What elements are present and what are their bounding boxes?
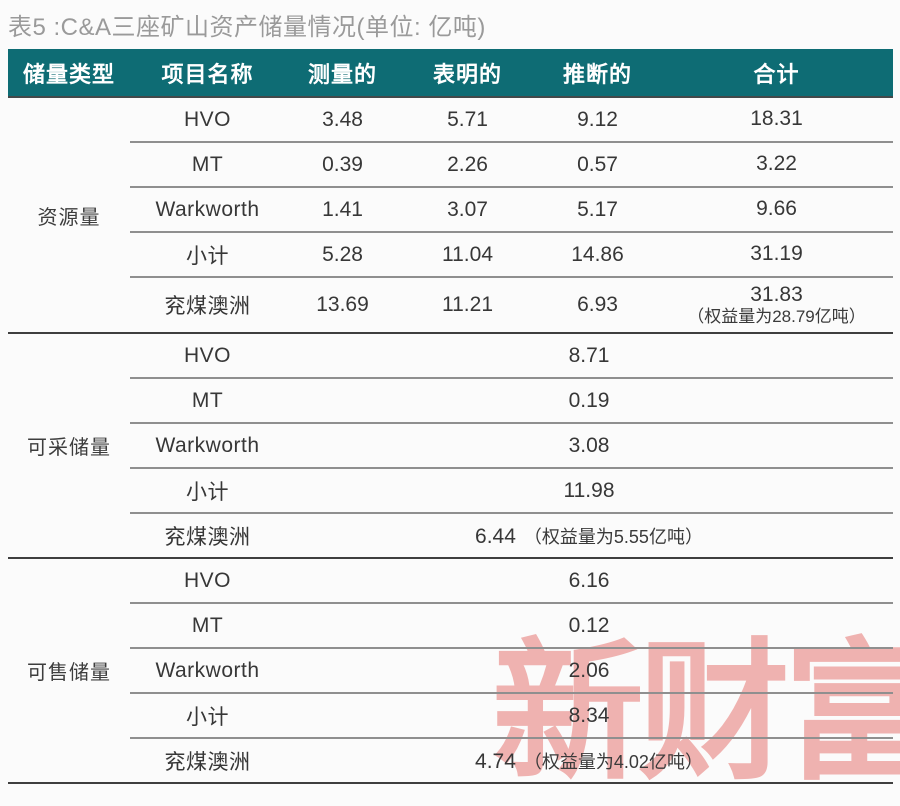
total-value: 18.31 bbox=[750, 107, 803, 131]
table-row: 小计 8.34 bbox=[8, 692, 893, 738]
project-name-cell: 兖煤澳洲 bbox=[130, 276, 285, 333]
table-row: 兖煤澳洲 6.44 （权益量为5.55亿吨） bbox=[8, 512, 893, 558]
table-body: 资源量 HVO 3.48 5.71 9.12 18.31 MT 0.39 2.26 0.57 3.2… bbox=[8, 97, 893, 784]
project-name-cell: Warkworth bbox=[130, 647, 285, 693]
table-row: 可采储量 HVO 8.71 bbox=[8, 332, 893, 558]
table-row: Warkworth 3.08 bbox=[8, 422, 893, 468]
merged-value: 0.19 bbox=[568, 388, 610, 412]
merged-value: 6.44 bbox=[475, 524, 516, 548]
total-value: 31.19 bbox=[750, 242, 803, 266]
cell-measured: 3.48 bbox=[322, 107, 363, 131]
cell-inferred: 14.86 bbox=[535, 231, 660, 277]
page-title: 表5 :C&A三座矿山资产储量情况(单位: 亿吨) bbox=[8, 14, 486, 41]
merged-value-cell: 8.34 bbox=[285, 692, 893, 738]
merged-value: 11.98 bbox=[563, 478, 615, 502]
merged-value-cell: 8.71 bbox=[285, 332, 893, 378]
cell-inferred: 9.12 bbox=[577, 107, 618, 131]
table-row: MT 0.19 bbox=[8, 377, 893, 423]
merged-value-cell: 2.06 bbox=[285, 647, 893, 693]
project-name-cell: 小计 bbox=[130, 467, 285, 513]
table-row: 小计 5.28 11.04 14.86 31.19 bbox=[8, 231, 893, 277]
header-inferred: 推断的 bbox=[535, 49, 660, 98]
project-name-cell: 兖煤澳洲 bbox=[130, 737, 285, 784]
cell-measured: 0.39 bbox=[285, 141, 400, 187]
table-row: Warkworth 2.06 bbox=[8, 647, 893, 693]
cell-indicated: 3.07 bbox=[400, 186, 535, 232]
header-total: 合计 bbox=[660, 49, 893, 98]
cell-measured: 13.69 bbox=[285, 276, 400, 333]
merged-value-cell: 0.12 bbox=[285, 602, 893, 648]
project-name-cell: HVO bbox=[130, 557, 285, 603]
header-indicated: 表明的 bbox=[400, 49, 535, 98]
cell-indicated: 5.71 bbox=[447, 107, 488, 131]
merged-value-cell: 6.16 bbox=[285, 557, 893, 603]
merged-value-cell: 4.74 （权益量为4.02亿吨） bbox=[285, 737, 893, 784]
cell-inferred: 6.93 bbox=[535, 276, 660, 333]
cell-total: 18.31 bbox=[660, 97, 893, 142]
reserve-type-cell: 资源量 bbox=[37, 206, 101, 229]
table-row: 兖煤澳洲 4.74 （权益量为4.02亿吨） bbox=[8, 737, 893, 784]
project-name-cell: 小计 bbox=[130, 231, 285, 277]
cell-measured: 5.28 bbox=[285, 231, 400, 277]
cell-indicated: 2.26 bbox=[400, 141, 535, 187]
merged-value: 6.16 bbox=[568, 568, 610, 592]
reserves-table: 储量类型 项目名称 测量的 表明的 推断的 合计 资源量 HVO 3.48 5.71 9… bbox=[8, 49, 893, 784]
cell-total: 31.19 bbox=[660, 231, 893, 277]
merged-value-cell: 6.44 （权益量为5.55亿吨） bbox=[285, 512, 893, 558]
table-row: 兖煤澳洲 13.69 11.21 6.93 31.83 （权益量为28.79亿吨） bbox=[8, 276, 893, 333]
reserve-type-cell: 可采储量 bbox=[8, 332, 130, 558]
project-name-cell: Warkworth bbox=[130, 422, 285, 468]
cell-indicated: 11.21 bbox=[400, 276, 535, 333]
table-row: 可售储量 HVO 6.16 bbox=[8, 557, 893, 784]
header-reserve-type: 储量类型 bbox=[8, 49, 130, 98]
header-project-name: 项目名称 bbox=[130, 49, 285, 98]
merged-value: 3.08 bbox=[568, 433, 610, 457]
merged-value: 0.12 bbox=[568, 613, 610, 637]
project-name-cell: HVO bbox=[183, 107, 231, 131]
table-row: 小计 11.98 bbox=[8, 467, 893, 513]
reserve-type-cell: 可售储量 bbox=[8, 557, 130, 784]
merged-value: 8.34 bbox=[568, 703, 610, 727]
project-name-cell: MT bbox=[130, 141, 285, 187]
project-name-cell: 小计 bbox=[130, 692, 285, 738]
cell-total: 9.66 bbox=[660, 186, 893, 232]
project-name-cell: MT bbox=[130, 377, 285, 423]
header-measured: 测量的 bbox=[285, 49, 400, 98]
project-name-cell: MT bbox=[130, 602, 285, 648]
merged-value-cell: 0.19 bbox=[285, 377, 893, 423]
project-name-cell: HVO bbox=[130, 332, 285, 378]
cell-inferred: 5.17 bbox=[535, 186, 660, 232]
header-row: 储量类型 项目名称 测量的 表明的 推断的 合计 bbox=[8, 49, 893, 98]
cell-measured: 1.41 bbox=[285, 186, 400, 232]
cell-indicated: 11.04 bbox=[400, 231, 535, 277]
table-row: MT 0.39 2.26 0.57 3.22 bbox=[8, 141, 893, 187]
merged-value: 4.74 bbox=[475, 749, 516, 773]
cell-total: 3.22 bbox=[660, 141, 893, 187]
equity-note: （权益量为5.55亿吨） bbox=[523, 526, 703, 547]
table-row: 资源量 HVO 3.48 5.71 9.12 18.31 bbox=[8, 97, 893, 228]
table-header: 储量类型 项目名称 测量的 表明的 推断的 合计 bbox=[8, 49, 893, 98]
merged-value-cell: 3.08 bbox=[285, 422, 893, 468]
total-value: 31.83 bbox=[750, 283, 803, 307]
table-row: MT 0.12 bbox=[8, 602, 893, 648]
equity-note: （权益量为28.79亿吨） bbox=[687, 307, 866, 327]
total-value: 9.66 bbox=[756, 197, 797, 221]
project-name-cell: Warkworth bbox=[130, 186, 285, 232]
cell-inferred: 0.57 bbox=[535, 141, 660, 187]
table-row: Warkworth 1.41 3.07 5.17 9.66 bbox=[8, 186, 893, 232]
cell-total: 31.83 （权益量为28.79亿吨） bbox=[660, 276, 893, 333]
merged-value: 2.06 bbox=[568, 658, 610, 682]
project-name-cell: 兖煤澳洲 bbox=[130, 512, 285, 558]
table-container: 储量类型 项目名称 测量的 表明的 推断的 合计 资源量 HVO 3.48 5.71 9… bbox=[8, 49, 893, 784]
merged-value-cell: 11.98 bbox=[285, 467, 893, 513]
equity-note: （权益量为4.02亿吨） bbox=[523, 751, 703, 772]
total-value: 3.22 bbox=[756, 152, 797, 176]
merged-value: 8.71 bbox=[568, 343, 610, 367]
